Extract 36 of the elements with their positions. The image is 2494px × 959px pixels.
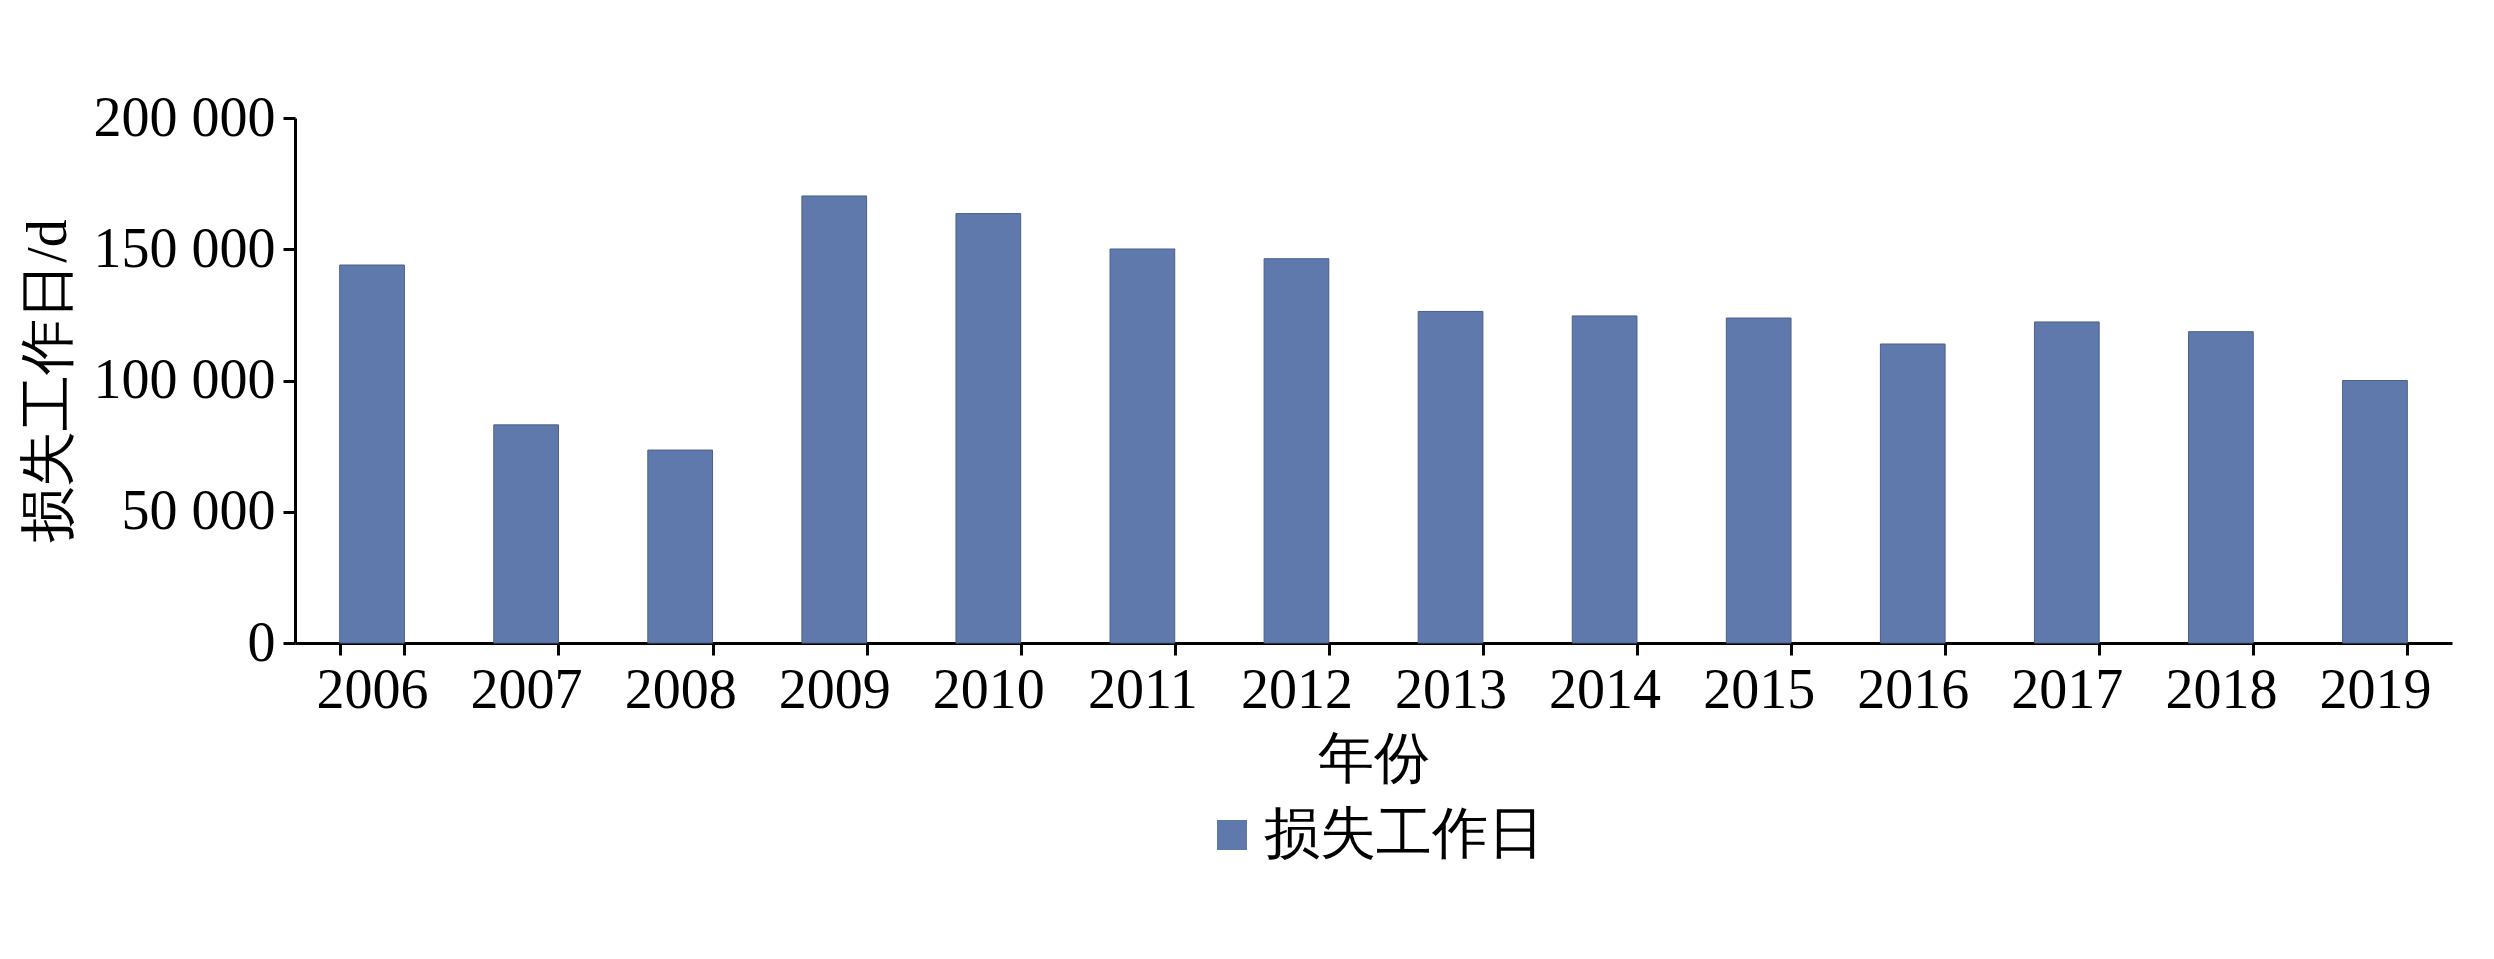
y-tick-label: 100 000 bbox=[93, 348, 276, 410]
x-tick-label: 2007 bbox=[470, 657, 583, 720]
x-tick-label: 2019 bbox=[2319, 657, 2432, 720]
legend-label: 损失工作日 bbox=[1264, 802, 1544, 864]
x-tick-label: 2009 bbox=[778, 657, 891, 720]
bar bbox=[1263, 258, 1330, 644]
bar bbox=[647, 449, 714, 644]
y-tick-label: 0 bbox=[247, 610, 276, 673]
y-tick-label: 150 000 bbox=[93, 216, 276, 279]
bar bbox=[2342, 380, 2408, 644]
y-tick-label: 50 000 bbox=[121, 479, 276, 542]
bar bbox=[1109, 248, 1176, 644]
bar bbox=[2033, 321, 2100, 644]
x-tick-label: 2011 bbox=[1087, 657, 1198, 720]
bar bbox=[2188, 331, 2254, 644]
x-tick-label: 2013 bbox=[1395, 657, 1508, 720]
bar bbox=[493, 424, 559, 644]
bar bbox=[955, 213, 1022, 644]
x-tick-label: 2016 bbox=[1857, 657, 1970, 720]
x-tick-label: 2008 bbox=[624, 657, 737, 720]
bar bbox=[1879, 343, 1946, 644]
bar bbox=[801, 195, 868, 644]
y-axis-title: 损失工作日/d bbox=[15, 219, 78, 543]
bar bbox=[1571, 315, 1638, 644]
x-tick-label: 2015 bbox=[1703, 657, 1816, 720]
x-tick-label: 2017 bbox=[2011, 657, 2124, 720]
x-tick-label: 2018 bbox=[2165, 657, 2278, 720]
bar bbox=[339, 264, 405, 644]
bar bbox=[1725, 317, 1792, 644]
x-tick-label: 2012 bbox=[1240, 657, 1353, 720]
y-tick-label: 200 000 bbox=[93, 85, 276, 148]
x-tick-label: 2014 bbox=[1549, 657, 1662, 720]
x-tick-label: 2010 bbox=[932, 657, 1045, 720]
x-axis-title: 年份 bbox=[1318, 726, 1430, 789]
x-tick-label: 2006 bbox=[316, 657, 429, 720]
bar bbox=[1417, 310, 1484, 644]
